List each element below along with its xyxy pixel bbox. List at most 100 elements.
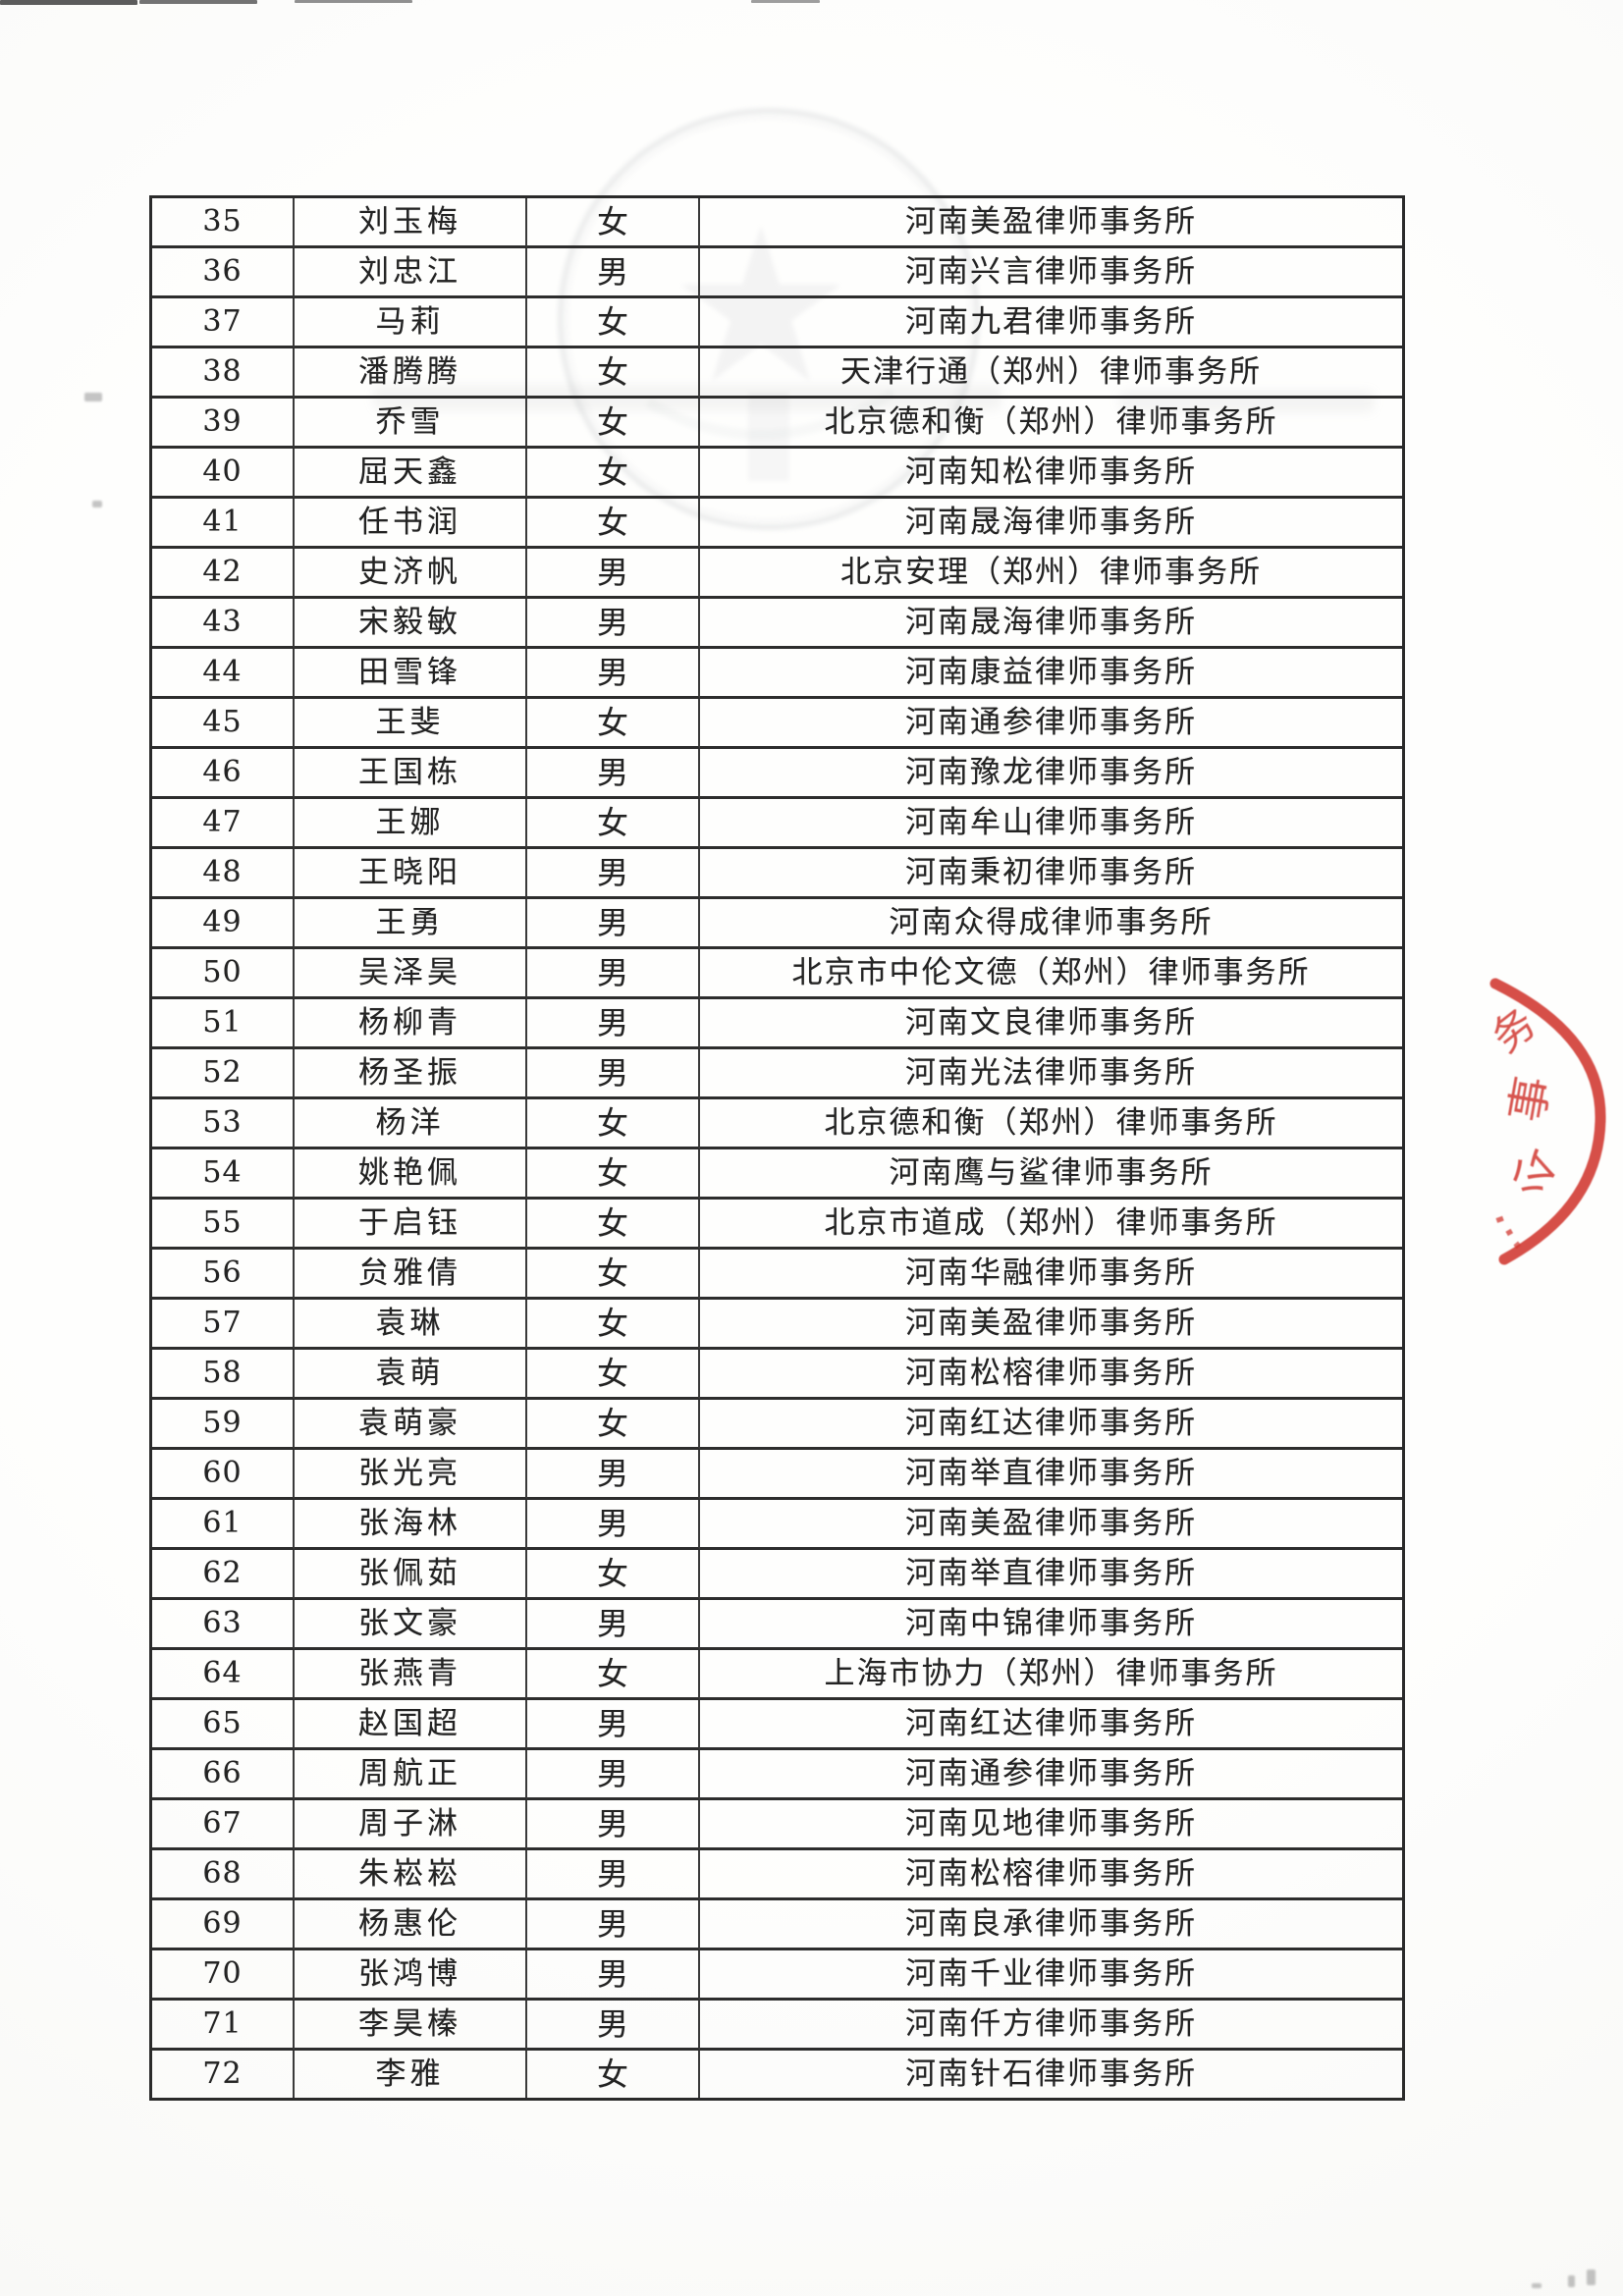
table-row: 49 王勇 男 河南众得成律师事务所	[152, 899, 1402, 949]
gender-cell: 女	[527, 1550, 700, 1600]
stamp-char: 事	[1499, 1072, 1559, 1126]
table-row: 69 杨惠伦 男 河南良承律师事务所	[152, 1900, 1402, 1950]
table-row: 65 赵国超 男 河南红达律师事务所	[152, 1700, 1402, 1750]
gender-cell: 男	[527, 899, 700, 949]
lawyer-name-cell: 杨圣振	[295, 1049, 527, 1099]
gender-cell: 男	[527, 599, 700, 649]
law-firm-cell: 北京德和衡（郑州）律师事务所	[700, 1099, 1402, 1149]
row-number-cell: 37	[152, 298, 295, 348]
gender-cell: 女	[527, 1400, 700, 1450]
row-number-cell: 60	[152, 1450, 295, 1500]
law-firm-cell: 北京安理（郑州）律师事务所	[700, 549, 1402, 599]
gender-cell: 女	[527, 399, 700, 449]
table-row: 38 潘腾腾 女 天津行通（郑州）律师事务所	[152, 348, 1402, 399]
lawyer-name-cell: 张燕青	[295, 1650, 527, 1700]
gender-cell: 女	[527, 699, 700, 749]
row-number-cell: 47	[152, 799, 295, 849]
law-firm-cell: 河南豫龙律师事务所	[700, 749, 1402, 799]
table-row: 36 刘忠江 男 河南兴言律师事务所	[152, 248, 1402, 298]
law-firm-cell: 河南众得成律师事务所	[700, 899, 1402, 949]
row-number-cell: 50	[152, 949, 295, 999]
law-firm-cell: 河南良承律师事务所	[700, 1900, 1402, 1950]
scan-speck	[1587, 2269, 1596, 2285]
row-number-cell: 70	[152, 1950, 295, 2001]
row-number-cell: 41	[152, 499, 295, 549]
lawyer-name-cell: 王勇	[295, 899, 527, 949]
row-number-cell: 45	[152, 699, 295, 749]
lawyer-roster-table: 35 刘玉梅 女 河南美盈律师事务所 36 刘忠江 男 河南兴言律师事务所 37…	[149, 195, 1405, 2101]
scan-edge-artifact	[295, 0, 412, 3]
law-firm-cell: 河南见地律师事务所	[700, 1800, 1402, 1850]
row-number-cell: 42	[152, 549, 295, 599]
law-firm-cell: 北京市道成（郑州）律师事务所	[700, 1200, 1402, 1250]
table-row: 68 朱崧崧 男 河南松榕律师事务所	[152, 1850, 1402, 1900]
gender-cell: 男	[527, 949, 700, 999]
row-number-cell: 68	[152, 1850, 295, 1900]
scan-speck	[1532, 2283, 1542, 2288]
law-firm-cell: 河南美盈律师事务所	[700, 1500, 1402, 1550]
lawyer-name-cell: 潘腾腾	[295, 348, 527, 399]
table-row: 35 刘玉梅 女 河南美盈律师事务所	[152, 198, 1402, 248]
stamp-arc	[1489, 978, 1606, 1265]
law-firm-cell: 河南红达律师事务所	[700, 1400, 1402, 1450]
law-firm-cell: 河南通参律师事务所	[700, 699, 1402, 749]
row-number-cell: 56	[152, 1250, 295, 1300]
row-number-cell: 55	[152, 1200, 295, 1250]
scan-edge-artifact	[751, 0, 820, 3]
lawyer-name-cell: 王斐	[295, 699, 527, 749]
law-firm-cell: 天津行通（郑州）律师事务所	[700, 348, 1402, 399]
table-row: 70 张鸿博 男 河南千业律师事务所	[152, 1950, 1402, 2001]
law-firm-cell: 河南华融律师事务所	[700, 1250, 1402, 1300]
lawyer-name-cell: 刘忠江	[295, 248, 527, 298]
lawyer-name-cell: 王晓阳	[295, 849, 527, 899]
lawyer-name-cell: 于启钰	[295, 1200, 527, 1250]
table-row: 72 李雅 女 河南针石律师事务所	[152, 2051, 1402, 2098]
table-row: 46 王国栋 男 河南豫龙律师事务所	[152, 749, 1402, 799]
gender-cell: 男	[527, 248, 700, 298]
law-firm-cell: 河南九君律师事务所	[700, 298, 1402, 348]
gender-cell: 男	[527, 1850, 700, 1900]
row-number-cell: 51	[152, 999, 295, 1049]
law-firm-cell: 河南晟海律师事务所	[700, 599, 1402, 649]
scan-speck	[92, 501, 102, 507]
row-number-cell: 62	[152, 1550, 295, 1600]
law-firm-cell: 河南文良律师事务所	[700, 999, 1402, 1049]
table-row: 67 周子淋 男 河南见地律师事务所	[152, 1800, 1402, 1850]
table-row: 58 袁萌 女 河南松榕律师事务所	[152, 1350, 1402, 1400]
law-firm-cell: 河南光法律师事务所	[700, 1049, 1402, 1099]
lawyer-name-cell: 张佩茹	[295, 1550, 527, 1600]
row-number-cell: 58	[152, 1350, 295, 1400]
law-firm-cell: 河南兴言律师事务所	[700, 248, 1402, 298]
lawyer-name-cell: 李雅	[295, 2051, 527, 2098]
table-row: 59 袁萌豪 女 河南红达律师事务所	[152, 1400, 1402, 1450]
row-number-cell: 59	[152, 1400, 295, 1450]
gender-cell: 男	[527, 849, 700, 899]
row-number-cell: 43	[152, 599, 295, 649]
row-number-cell: 71	[152, 2001, 295, 2051]
law-firm-cell: 河南秉初律师事务所	[700, 849, 1402, 899]
gender-cell: 女	[527, 499, 700, 549]
gender-cell: 女	[527, 799, 700, 849]
table-row: 63 张文豪 男 河南中锦律师事务所	[152, 1600, 1402, 1650]
gender-cell: 女	[527, 198, 700, 248]
gender-cell: 男	[527, 649, 700, 699]
law-firm-cell: 河南中锦律师事务所	[700, 1600, 1402, 1650]
gender-cell: 男	[527, 1800, 700, 1850]
table-row: 39 乔雪 女 北京德和衡（郑州）律师事务所	[152, 399, 1402, 449]
gender-cell: 男	[527, 2001, 700, 2051]
gender-cell: 男	[527, 1950, 700, 2001]
law-firm-cell: 河南通参律师事务所	[700, 1750, 1402, 1800]
gender-cell: 男	[527, 999, 700, 1049]
gender-cell: 男	[527, 1750, 700, 1800]
row-number-cell: 35	[152, 198, 295, 248]
law-firm-cell: 上海市协力（郑州）律师事务所	[700, 1650, 1402, 1700]
law-firm-cell: 河南仟方律师事务所	[700, 2001, 1402, 2051]
table-row: 50 吴泽昊 男 北京市中伦文德（郑州）律师事务所	[152, 949, 1402, 999]
lawyer-name-cell: 屈天鑫	[295, 449, 527, 499]
row-number-cell: 40	[152, 449, 295, 499]
lawyer-name-cell: 王娜	[295, 799, 527, 849]
row-number-cell: 48	[152, 849, 295, 899]
gender-cell: 女	[527, 1200, 700, 1250]
lawyer-name-cell: 姚艳佩	[295, 1149, 527, 1200]
